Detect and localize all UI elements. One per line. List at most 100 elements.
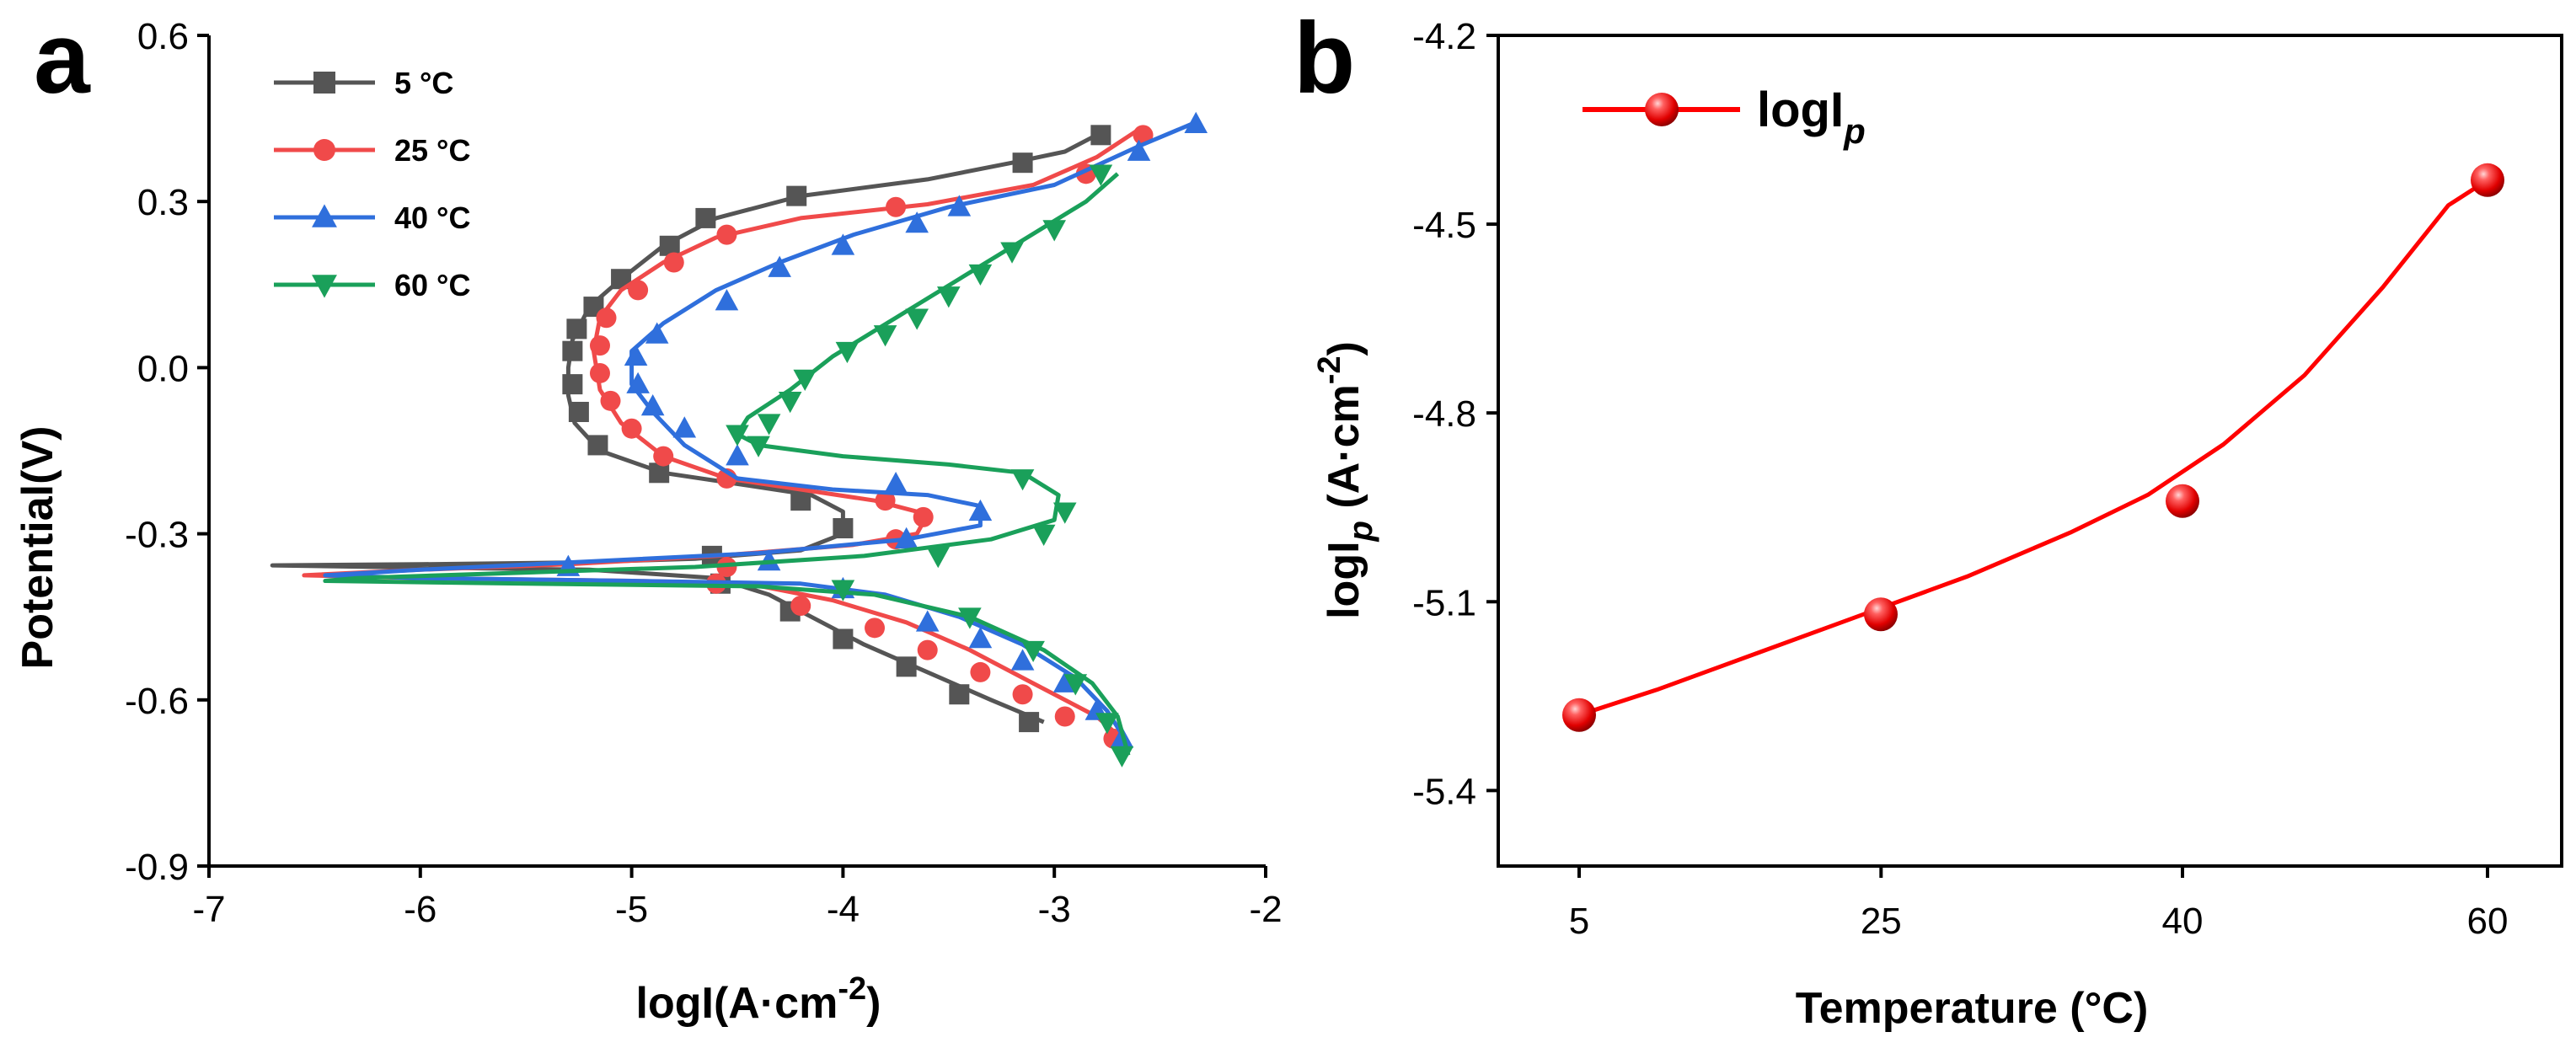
- panel-a-data-point: [562, 340, 583, 361]
- panel-a-x-tick-label: -4: [827, 889, 860, 930]
- panel-a-data-point: [726, 444, 749, 466]
- panel-b-data-point: [2166, 484, 2199, 518]
- panel-a-data-point: [915, 610, 940, 632]
- panel-b-legend-marker: [1645, 93, 1679, 126]
- panel-a-data-point: [926, 547, 951, 569]
- panel-a-y-tick-label: -0.3: [125, 515, 189, 556]
- panel-a-legend-label: 60 °C: [394, 268, 470, 302]
- panel-a-data-point: [865, 618, 886, 639]
- panel-a-data-point: [1052, 671, 1077, 692]
- panel-b-legend-label: logIp: [1757, 83, 1866, 151]
- panel-a-data-point: [833, 628, 854, 650]
- panel-a-data-point: [949, 684, 970, 705]
- panel-a-data-point: [968, 627, 993, 649]
- panel-a-data-point: [621, 418, 642, 439]
- panel-a-x-tick-label: -7: [192, 889, 225, 930]
- panel-b-legend: logIp: [1583, 83, 1866, 151]
- panel-a-data-point: [905, 308, 929, 330]
- panel-a-data-point: [835, 341, 860, 364]
- panel-a-data-point: [1127, 139, 1151, 161]
- panel-a-data-point: [937, 286, 961, 308]
- panel-a-data-point: [896, 656, 917, 677]
- panel-b-x-axis-title: Temperature (°C): [1796, 984, 2149, 1033]
- panel-a-y-tick-label: 0.6: [137, 16, 189, 57]
- panel-a-y-axis-title: Potential(V): [13, 426, 62, 670]
- panel-a-y-tick-label: 0.3: [137, 182, 189, 223]
- panel-a-plot-area: [270, 111, 1208, 767]
- panel-b-letter: b: [1293, 2, 1355, 115]
- panel-b-x-tick-label: 5: [1569, 901, 1589, 942]
- panel-b-x-tick-label: 25: [1861, 901, 1902, 942]
- panel-a-data-point: [589, 335, 610, 356]
- panel-a-data-point: [600, 390, 621, 411]
- panel-b-data-point: [1562, 698, 1596, 732]
- panel-a-data-point: [626, 372, 650, 393]
- panel-a-data-point: [653, 446, 674, 467]
- panel-a-data-point: [947, 195, 972, 217]
- panel-b-data-point: [1864, 597, 1898, 632]
- panel-a-legend: 5 °C 25 °C 40 °C 60 °C: [274, 66, 470, 302]
- panel-b-y-tick-label: -4.5: [1412, 205, 1476, 246]
- panel-a-data-point: [640, 394, 665, 416]
- panel-a-data-point: [1063, 674, 1088, 696]
- panel-a-data-point: [873, 325, 897, 347]
- panel-b-chart: b 5 25 40 60 -4.2 -4.5 -4.8 -5.1 -5.4 logIp logI…: [1293, 2, 2563, 1033]
- panel-b-y-tick-label: -4.2: [1412, 16, 1476, 57]
- panel-a-data-point: [905, 211, 929, 233]
- panel-b-y-tick-label: -5.4: [1412, 771, 1476, 812]
- panel-a-data-point: [970, 661, 991, 682]
- panel-a-data-point: [1021, 640, 1045, 663]
- panel-a-legend-label: 5 °C: [394, 66, 453, 100]
- panel-a-data-point: [786, 185, 807, 206]
- panel-a-data-point: [663, 252, 684, 273]
- panel-a-x-tick-label: -6: [404, 889, 436, 930]
- panel-a-data-point: [1000, 242, 1024, 264]
- panel-a-x-axis-title: logI(A·cm-2): [636, 971, 881, 1028]
- panel-a-legend-label: 40 °C: [394, 201, 470, 235]
- panel-a-data-point: [757, 414, 781, 436]
- panel-a-x-tick-label: -5: [615, 889, 648, 930]
- panel-b-axes: 5 25 40 60 -4.2 -4.5 -4.8 -5.1 -5.4: [1412, 16, 2563, 942]
- panel-a-data-point: [875, 490, 896, 511]
- panel-a-legend-marker: [312, 204, 337, 227]
- panel-a-data-point: [628, 280, 649, 301]
- panel-a-series-2: [323, 111, 1208, 748]
- panel-a-data-point: [894, 527, 918, 548]
- panel-b-x-tick-label: 60: [2467, 901, 2509, 942]
- panel-a-data-point: [884, 472, 908, 494]
- panel-a-data-point: [1010, 469, 1035, 491]
- panel-a-data-point: [1110, 746, 1134, 767]
- panel-b-x-tick-label: 40: [2162, 901, 2204, 942]
- panel-b-y-axis-title: logIp (A·cm-2): [1312, 341, 1379, 619]
- panel-a-data-point: [716, 224, 737, 245]
- panel-a-data-point: [596, 307, 617, 329]
- panel-a-data-point: [1031, 524, 1056, 546]
- panel-a-data-point: [1012, 152, 1033, 174]
- panel-a-data-point: [968, 264, 993, 286]
- panel-a-data-point: [726, 425, 749, 446]
- panel-b-data-point: [2471, 163, 2504, 197]
- panel-a-series-line: [302, 127, 1140, 746]
- panel-a-data-point: [587, 435, 608, 456]
- panel-a-y-tick-label: -0.6: [125, 681, 189, 722]
- panel-b-y-tick-label: -4.8: [1412, 393, 1476, 435]
- panel-a-y-tick-label: -0.9: [125, 847, 189, 888]
- panel-a-series-0: [270, 125, 1111, 733]
- panel-b-fit-line: [1578, 178, 2489, 718]
- panel-a-legend-marker: [313, 72, 335, 94]
- panel-a-data-point: [1090, 125, 1111, 146]
- panel-a-legend-label: 25 °C: [394, 133, 470, 168]
- panel-a-data-point: [589, 362, 610, 383]
- panel-a-data-point: [1095, 713, 1119, 735]
- panel-a-data-point: [913, 506, 934, 527]
- panel-a-data-point: [562, 374, 583, 395]
- panel-a-data-point: [1054, 706, 1075, 727]
- panel-a-data-point: [747, 436, 770, 457]
- panel-a-x-tick-label: -3: [1038, 889, 1071, 930]
- panel-a-data-point: [649, 463, 670, 484]
- panel-a-data-point: [624, 344, 648, 366]
- panel-a-data-point: [831, 580, 855, 602]
- panel-a-data-point: [566, 318, 587, 340]
- panel-b-plot-area: [1562, 163, 2504, 732]
